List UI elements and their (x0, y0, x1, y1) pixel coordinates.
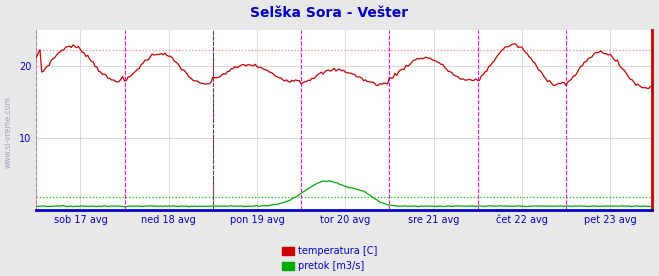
Text: www.si-vreme.com: www.si-vreme.com (3, 97, 13, 168)
Text: Selška Sora - Vešter: Selška Sora - Vešter (250, 6, 409, 20)
Legend: temperatura [C], pretok [m3/s]: temperatura [C], pretok [m3/s] (282, 246, 377, 271)
